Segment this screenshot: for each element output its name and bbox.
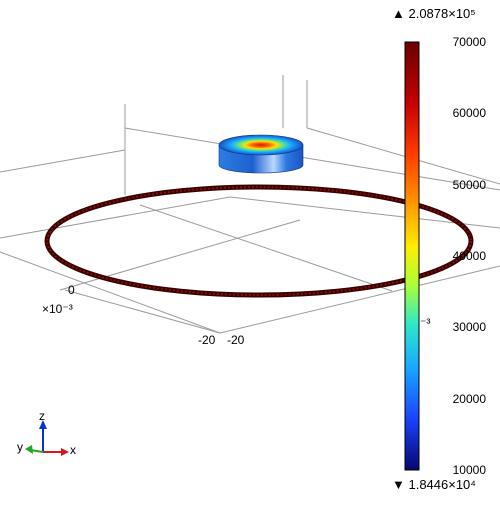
axis-scale-label: ×10⁻³ (42, 302, 73, 316)
colorbar-tick: 70000 (452, 35, 486, 49)
axis-scale-label-right: ⁻³ (420, 316, 431, 330)
colorbar-tick: 10000 (452, 463, 486, 477)
triad-z-label: z (39, 409, 45, 423)
colorbar-min-label: ▼ 1.8446×10⁴ (392, 477, 476, 492)
colorbar-tick: 20000 (452, 392, 486, 406)
triad-y-label: y (17, 440, 23, 454)
axis-label-neg-2: -20 (227, 333, 245, 347)
colorbar-tick: 60000 (452, 106, 486, 120)
colorbar-tick: 40000 (452, 249, 486, 263)
colorbar-max-label: ▲ 2.0878×10⁵ (392, 6, 476, 21)
colorbar-tick: 30000 (452, 320, 486, 334)
axis-label-zero: 0 (68, 283, 75, 297)
magnet-puck (218, 134, 304, 174)
colorbar-gradient (404, 41, 420, 471)
triad-x-label: x (70, 443, 76, 457)
axis-label-neg: -20 (198, 333, 216, 347)
axis-triad (25, 420, 69, 456)
colorbar-tick: 50000 (452, 178, 486, 192)
ring-coil (44, 184, 474, 298)
